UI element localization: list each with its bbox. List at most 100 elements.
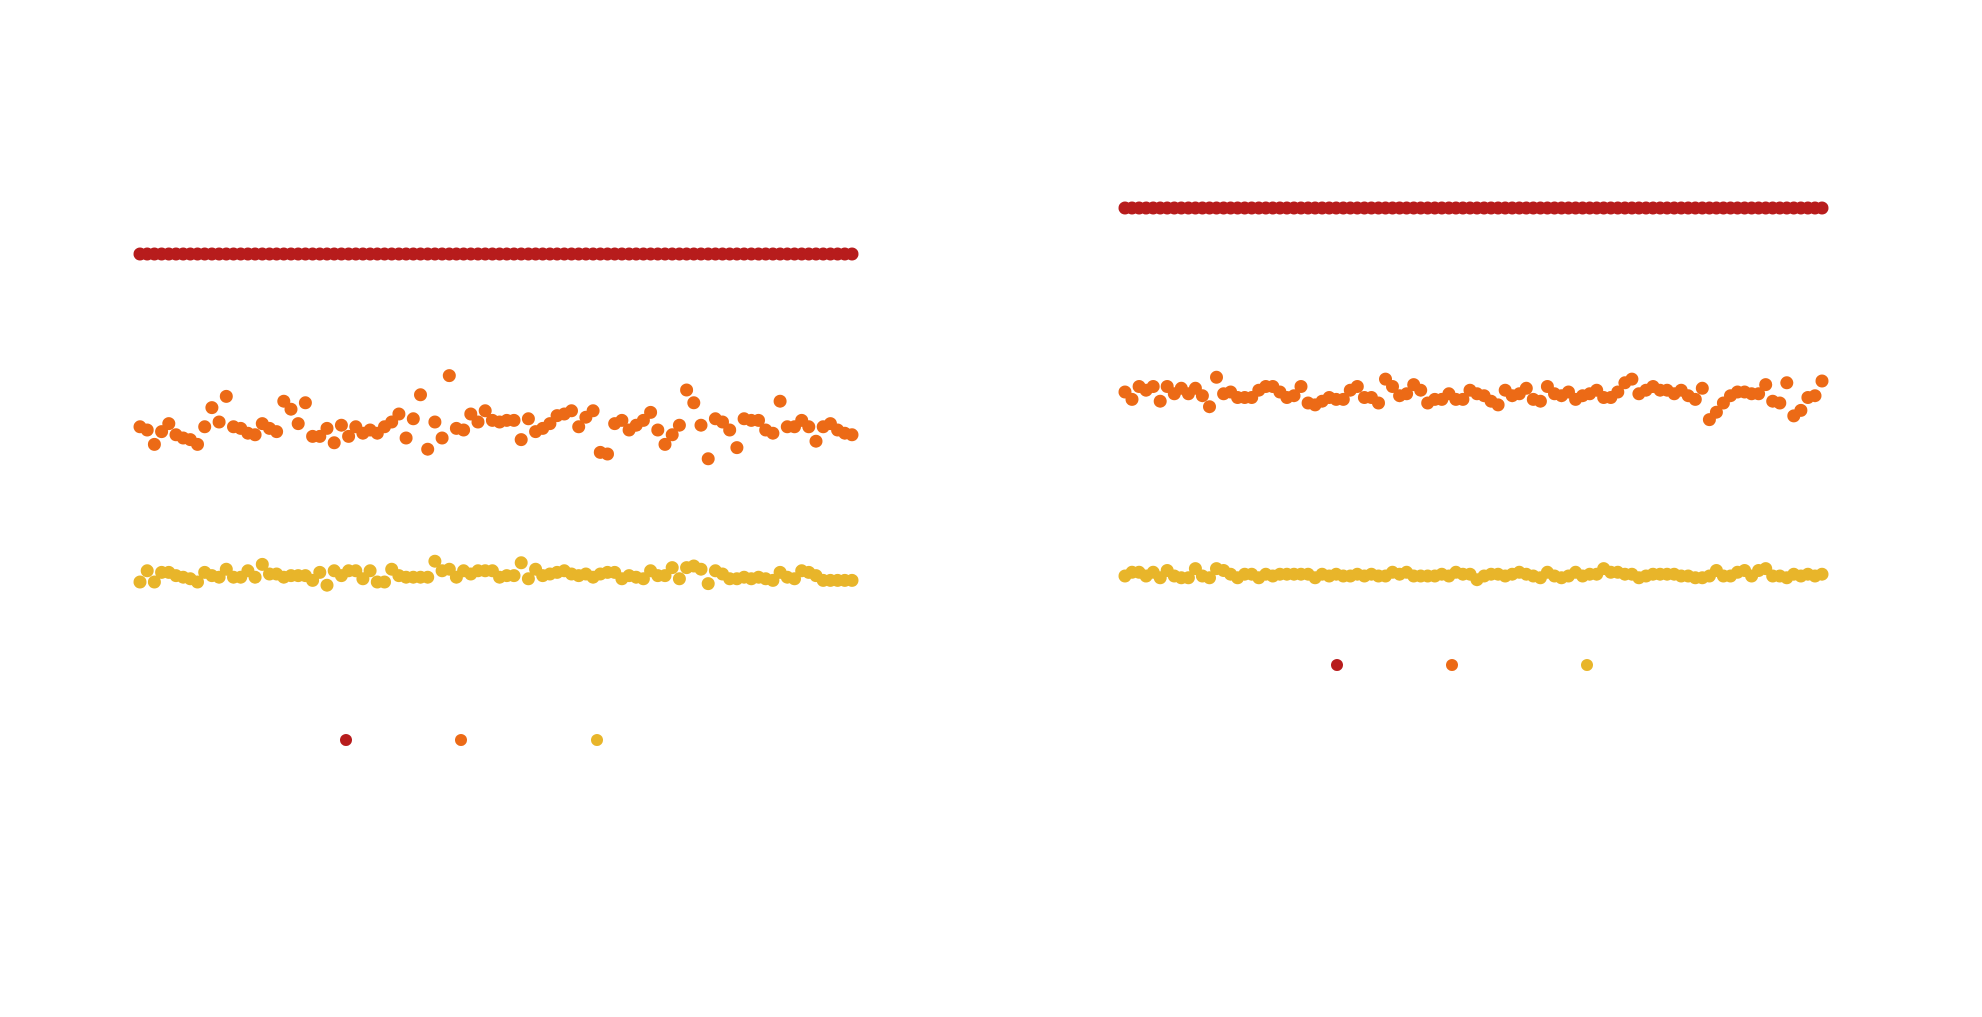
data-point <box>392 407 406 421</box>
series-1-points <box>133 247 859 261</box>
data-point <box>478 404 492 418</box>
data-point <box>147 575 161 589</box>
data-point <box>255 557 269 571</box>
legend-marker-series-2 <box>455 734 467 746</box>
data-point <box>1372 396 1385 410</box>
series-1-points <box>1118 201 1829 215</box>
data-point <box>514 556 528 570</box>
data-point <box>1336 392 1350 406</box>
data-point <box>701 577 715 591</box>
data-point <box>1815 567 1829 581</box>
data-point <box>730 441 744 455</box>
data-point <box>421 570 435 584</box>
data-point <box>507 413 521 427</box>
data-point <box>1815 201 1829 215</box>
data-point <box>191 575 204 589</box>
data-point <box>284 402 298 416</box>
data-point <box>442 369 456 383</box>
legend-marker-series-3 <box>591 734 603 746</box>
data-point <box>1146 380 1160 393</box>
data-point <box>845 428 859 442</box>
data-point <box>1294 380 1308 393</box>
data-point <box>1625 372 1639 386</box>
data-point <box>363 564 377 578</box>
data-point <box>802 420 816 434</box>
data-point <box>298 396 312 410</box>
data-point <box>428 554 442 568</box>
data-point <box>320 578 334 592</box>
data-point <box>565 404 578 418</box>
data-point <box>147 437 161 451</box>
data-point <box>1752 387 1766 401</box>
data-point <box>378 575 391 589</box>
data-point <box>1780 376 1794 390</box>
data-point <box>1808 389 1822 403</box>
data-point <box>1210 370 1223 384</box>
data-point <box>1203 400 1216 414</box>
data-point <box>514 433 528 447</box>
legend-marker-series-2 <box>1446 659 1458 671</box>
data-point <box>270 425 284 439</box>
data-point <box>773 394 787 408</box>
data-point <box>1195 389 1209 403</box>
legend-marker-series-1 <box>1331 659 1343 671</box>
data-point <box>521 572 535 586</box>
data-point <box>1688 392 1702 406</box>
data-point <box>320 421 334 435</box>
data-point <box>672 418 686 432</box>
data-point <box>694 418 708 432</box>
series-3-points <box>1118 562 1829 587</box>
data-point <box>809 434 823 448</box>
data-point <box>428 415 442 429</box>
data-point <box>694 562 708 576</box>
data-point <box>1350 380 1364 393</box>
data-point <box>845 573 859 587</box>
data-point <box>248 428 262 442</box>
data-point <box>507 569 521 583</box>
data-point <box>291 417 305 431</box>
scatter-panel-right <box>1118 201 1829 671</box>
data-point <box>752 413 765 427</box>
data-point <box>1519 381 1533 395</box>
data-point <box>205 401 219 415</box>
series-2-points <box>133 369 859 466</box>
data-point <box>644 405 658 419</box>
data-point <box>1153 394 1167 408</box>
data-point <box>586 404 600 418</box>
data-point <box>1414 383 1428 397</box>
data-point <box>140 423 154 437</box>
data-point <box>1181 571 1195 585</box>
data-point <box>406 412 420 426</box>
data-point <box>1456 392 1470 406</box>
data-point <box>1709 405 1723 419</box>
data-point <box>327 436 341 450</box>
legend <box>340 734 603 746</box>
data-point <box>845 247 859 261</box>
series-3-points <box>133 554 859 592</box>
data-point <box>414 388 427 402</box>
series-2-points <box>1118 370 1829 427</box>
data-point <box>1794 403 1808 417</box>
data-point <box>162 417 176 431</box>
data-point <box>572 420 586 434</box>
data-point <box>198 420 212 434</box>
data-point <box>658 437 672 451</box>
data-point <box>665 561 679 575</box>
data-point <box>435 431 449 445</box>
data-point <box>1400 387 1414 401</box>
data-point <box>680 383 694 397</box>
legend-marker-series-1 <box>340 734 352 746</box>
data-point <box>1611 385 1625 399</box>
data-point <box>615 413 629 427</box>
data-point <box>1125 392 1139 406</box>
data-point <box>133 575 147 589</box>
data-point <box>313 565 327 579</box>
data-point <box>1287 389 1301 403</box>
data-point <box>212 415 226 429</box>
legend-marker-series-3 <box>1581 659 1593 671</box>
data-point <box>421 442 435 456</box>
data-point <box>457 423 471 437</box>
scatter-panel-left <box>133 247 859 746</box>
data-point <box>334 418 348 432</box>
